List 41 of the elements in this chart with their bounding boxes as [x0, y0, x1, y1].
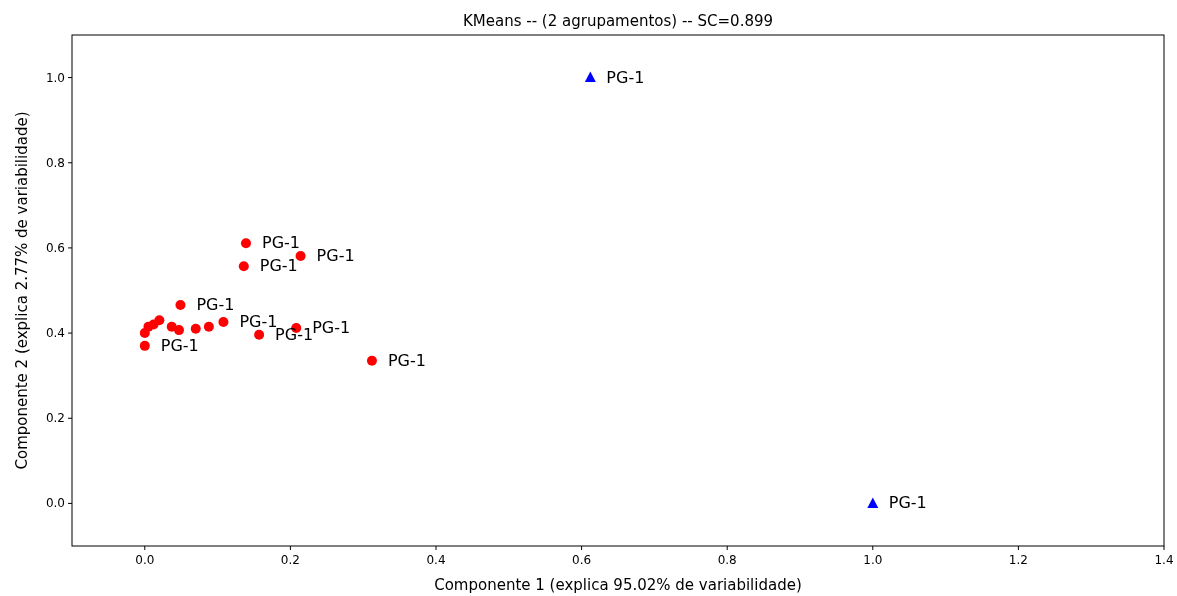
annotation: PG-1: [259, 256, 298, 276]
point: [218, 317, 229, 328]
annotation: PG-1: [387, 350, 426, 370]
y-tick-label: 1.0: [45, 70, 65, 85]
point: [174, 325, 185, 336]
point: [584, 71, 596, 83]
x-tick-label: 0.6: [572, 553, 592, 567]
point: [254, 329, 265, 340]
annotation: PG-1: [888, 493, 927, 513]
annotation: PG-1: [196, 294, 235, 314]
y-tick-label: 0.8: [45, 155, 65, 170]
x-tick-label: 0.2: [280, 553, 300, 567]
y-tick-label: 0.6: [45, 240, 65, 255]
point: [175, 299, 186, 310]
y-tick-label: 0.2: [45, 411, 65, 426]
point: [203, 321, 214, 332]
point: [139, 340, 150, 351]
point: [240, 238, 251, 249]
annotation: PG-1: [312, 317, 351, 337]
x-tick-label: 1.2: [1008, 553, 1028, 567]
point: [295, 251, 306, 262]
chart-title: KMeans -- (2 agrupamentos) -- SC=0.899: [462, 12, 774, 30]
x-axis-title: Componente 1 (explica 95.02% de variabilidade): [434, 576, 802, 594]
point: [238, 261, 249, 272]
y-tick-label: 0.0: [45, 496, 65, 511]
point: [190, 323, 201, 334]
x-tick-label: 0.0: [135, 553, 155, 567]
x-tick-label: 0.8: [717, 553, 737, 567]
point: [867, 497, 879, 508]
annotation: PG-1: [261, 233, 300, 253]
x-tick-label: 0.4: [426, 553, 446, 567]
point: [148, 319, 159, 330]
x-tick-label: 1.4: [1154, 553, 1174, 567]
annotation: PG-1: [160, 335, 199, 355]
annotation: PG-1: [275, 324, 314, 344]
y-tick-label: 0.4: [45, 326, 65, 341]
annotation: PG-1: [606, 67, 645, 87]
y-axis-title: Componente 2 (explica 2.77% de variabilidade): [13, 111, 31, 470]
x-tick-label: 1.0: [863, 553, 883, 567]
point: [366, 355, 377, 366]
annotation: PG-1: [316, 246, 355, 266]
